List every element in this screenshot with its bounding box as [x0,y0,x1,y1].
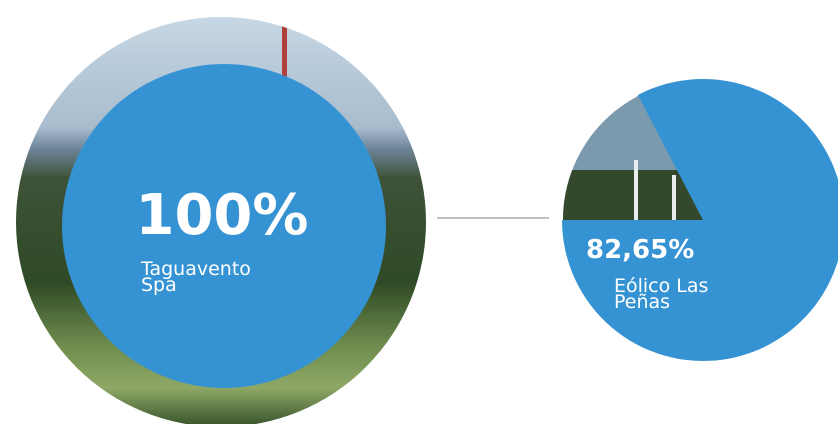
company-name: Taguavento Spa [140,258,251,296]
marks [62,64,838,388]
percentage: 82,65% [586,235,694,265]
share-circle [62,64,386,388]
percentage: 100% [135,183,308,248]
company-name: Eólico Las Peñas [614,275,708,313]
share-wedge [562,79,838,361]
